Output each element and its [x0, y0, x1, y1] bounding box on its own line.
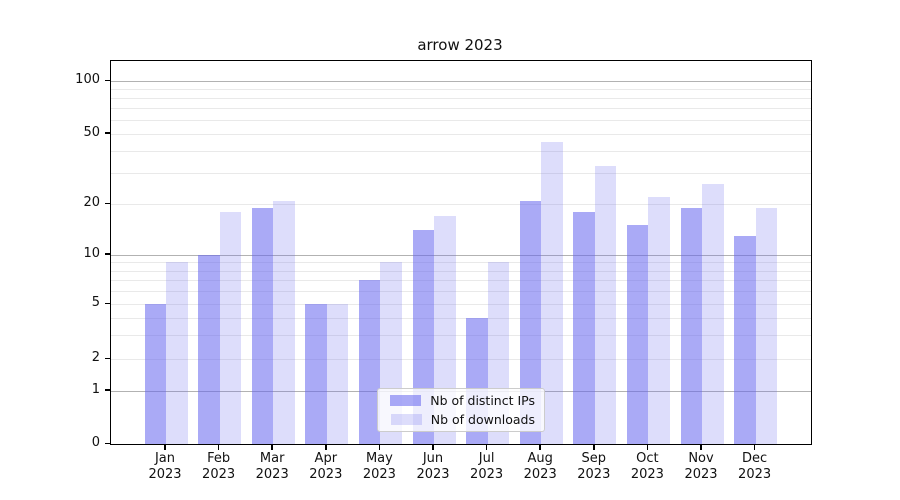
minor-gridline [111, 98, 811, 100]
minor-gridline [111, 280, 811, 282]
bar-jan-downloads [166, 262, 188, 444]
y-tick-label: 0 [91, 435, 100, 450]
major-gridline [111, 81, 811, 83]
chart-title: arrow 2023 [417, 36, 503, 54]
y-tick-label: 10 [83, 245, 100, 261]
y-tick-label: 1 [91, 381, 100, 397]
bar-mar-distinct-ips [251, 208, 274, 444]
x-tick-label: Dec 2023 [738, 451, 772, 482]
y-tick-label: 100 [75, 72, 100, 88]
bar-sep-downloads [594, 165, 617, 444]
minor-gridline [111, 359, 811, 361]
minor-gridline [111, 89, 811, 91]
minor-gridline [111, 291, 811, 293]
legend: Nb of distinct IPs Nb of downloads [377, 388, 545, 432]
y-tick-label: 2 [91, 350, 100, 366]
bar-dec-downloads [755, 208, 778, 444]
bar-nov-downloads [702, 184, 724, 444]
minor-gridline [111, 204, 811, 206]
y-tick-label: 5 [91, 295, 100, 311]
x-tick-mark [700, 444, 702, 450]
bar-feb-distinct-ips [198, 254, 220, 444]
x-tick-label: Feb 2023 [202, 451, 236, 482]
bar-nov-distinct-ips [680, 208, 702, 444]
y-tick-mark [105, 202, 110, 205]
minor-gridline [111, 120, 811, 122]
y-tick-label: 50 [83, 124, 100, 140]
bar-apr-distinct-ips [305, 304, 327, 444]
y-tick-mark [105, 302, 110, 305]
legend-label-downloads: Nb of downloads [430, 412, 535, 427]
minor-gridline [111, 270, 811, 272]
y-tick-mark [105, 442, 110, 444]
y-tick-mark [105, 357, 110, 360]
x-tick-mark [753, 444, 756, 450]
bar-mar-downloads [273, 200, 295, 444]
x-tick-label: Apr 2023 [309, 451, 343, 482]
bar-aug-distinct-ips [519, 200, 542, 444]
x-tick-label: Jul 2023 [470, 451, 504, 482]
x-tick-label: May 2023 [362, 451, 396, 482]
bar-jan-distinct-ips [144, 304, 166, 444]
x-tick-mark [164, 444, 166, 450]
y-tick-mark [105, 253, 110, 255]
bar-may-distinct-ips [358, 280, 381, 444]
minor-gridline [111, 108, 811, 110]
x-tick-mark [378, 444, 381, 450]
y-tick-label: 20 [83, 195, 100, 211]
minor-gridline [111, 262, 811, 264]
minor-gridline [111, 304, 811, 306]
x-tick-label: Oct 2023 [630, 451, 664, 482]
bar-sep-distinct-ips [573, 212, 595, 444]
bar-jun-downloads [434, 216, 456, 444]
bar-dec-distinct-ips [734, 235, 756, 444]
x-tick-mark [217, 444, 220, 450]
x-tick-mark [539, 444, 541, 450]
bar-apr-downloads [326, 304, 349, 444]
x-tick-mark [271, 444, 273, 450]
plot-area: Nb of distinct IPs Nb of downloads [110, 60, 812, 445]
bar-feb-downloads [219, 212, 242, 444]
bar-aug-downloads [541, 141, 563, 444]
x-tick-label: Nov 2023 [684, 451, 718, 482]
x-tick-label: Jan 2023 [148, 451, 182, 482]
x-tick-mark [432, 444, 434, 450]
x-tick-mark [646, 444, 649, 450]
minor-gridline [111, 150, 811, 152]
legend-swatch-downloads [390, 414, 422, 425]
y-tick-mark [105, 132, 110, 134]
minor-gridline [111, 317, 811, 319]
minor-gridline [111, 133, 811, 135]
legend-label-distinct-ips: Nb of distinct IPs [430, 393, 535, 408]
legend-entry-downloads: Nb of downloads [387, 412, 535, 427]
x-tick-mark [593, 444, 595, 450]
legend-entry-distinct-ips: Nb of distinct IPs [387, 393, 535, 408]
x-tick-mark [325, 444, 327, 450]
major-gridline [111, 254, 811, 256]
x-tick-label: Sep 2023 [577, 451, 611, 482]
x-tick-label: Mar 2023 [255, 451, 289, 482]
legend-swatch-distinct-ips [390, 395, 422, 406]
minor-gridline [111, 334, 811, 336]
x-tick-label: Aug 2023 [523, 451, 557, 482]
x-tick-label: Jun 2023 [416, 451, 450, 482]
minor-gridline [111, 173, 811, 175]
y-tick-mark [105, 389, 110, 391]
x-tick-mark [485, 444, 488, 450]
y-tick-mark [105, 79, 110, 82]
bar-oct-distinct-ips [626, 225, 649, 444]
bar-oct-downloads [648, 196, 670, 444]
